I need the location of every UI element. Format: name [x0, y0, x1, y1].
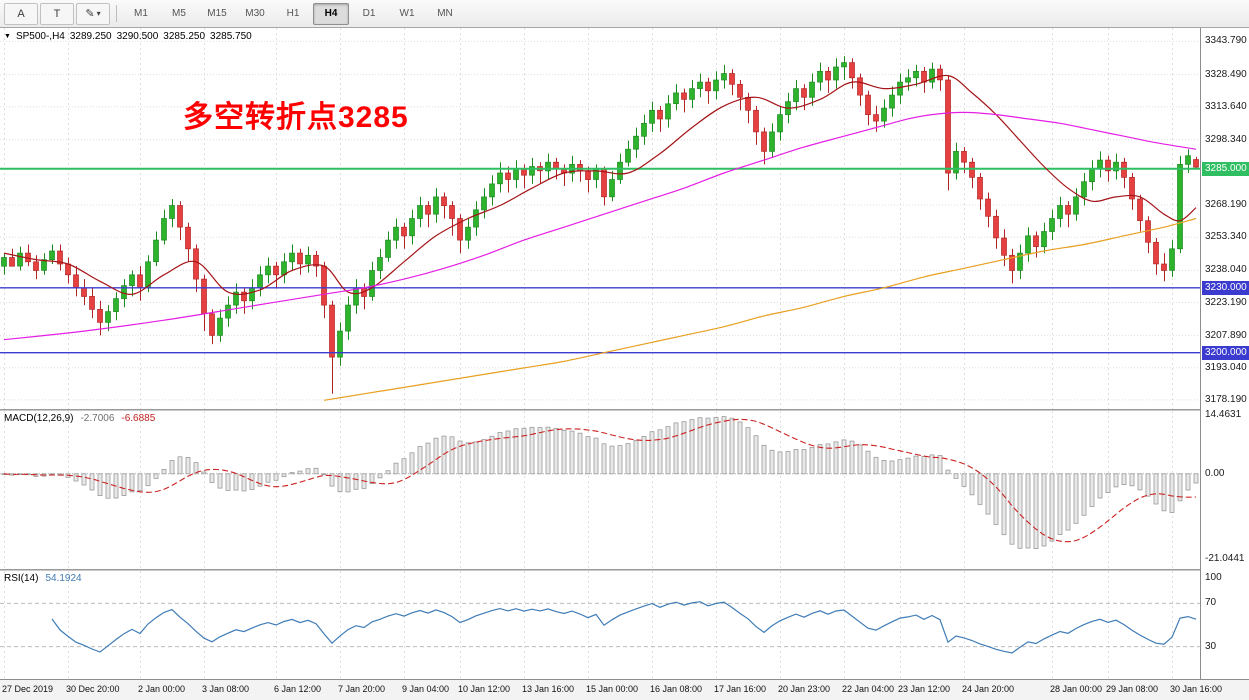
symbol-name: SP500-,H4 [15, 31, 65, 42]
label-tool-button[interactable]: T [40, 2, 74, 25]
time-axis-label: 17 Jan 16:00 [714, 684, 767, 694]
rsi-axis-label: 30 [1205, 640, 1217, 652]
time-axis-label: 6 Jan 12:00 [274, 684, 322, 694]
time-axis-label: 30 Dec 20:00 [66, 684, 120, 694]
toolbar-separator [116, 5, 117, 22]
time-axis-label: 27 Dec 2019 [2, 684, 54, 694]
macd-main-value: -2.7006 [80, 413, 115, 424]
price-tick-label: 3207.890 [1205, 329, 1247, 341]
time-axis-label: 16 Jan 08:00 [650, 684, 703, 694]
macd-axis-label: 0.00 [1205, 467, 1225, 479]
price-line-badge: 3200.000 [1202, 345, 1249, 360]
macd-title: MACD(12,26,9) [4, 413, 74, 424]
time-axis-label: 7 Jan 20:00 [338, 684, 386, 694]
macd-header: MACD(12,26,9) -2.7006 -6.6885 [4, 413, 155, 424]
price-tick-label: 3223.190 [1205, 296, 1247, 308]
price-tick-label: 3178.190 [1205, 393, 1247, 405]
macd-axis-label: 14.4631 [1205, 409, 1242, 421]
pencil-icon: ✎ [85, 8, 95, 20]
symbol-quote-line: ▼ SP500-,H4 3289.250 3290.500 3285.250 3… [4, 31, 252, 42]
time-axis-label: 22 Jan 04:00 [842, 684, 895, 694]
time-axis-label: 24 Jan 20:00 [962, 684, 1015, 694]
chevron-down-icon: ▾ [96, 9, 101, 18]
macd-signal-value: -6.6885 [121, 413, 156, 424]
time-axis-label: 2 Jan 00:00 [138, 684, 186, 694]
time-axis-label: 9 Jan 04:00 [402, 684, 450, 694]
timeframe-button-m30[interactable]: M30 [245, 8, 265, 19]
rsi-panel: RSI(14) 54.1924 [0, 571, 1200, 679]
symbol-dropdown-icon[interactable]: ▼ [4, 33, 11, 40]
time-axis-label: 20 Jan 23:00 [778, 684, 831, 694]
timeframe-button-m15[interactable]: M15 [207, 8, 227, 19]
timeframe-button-d1[interactable]: D1 [362, 8, 376, 19]
rsi-title: RSI(14) [4, 573, 39, 584]
quote-high: 3290.500 [116, 31, 159, 42]
rsi-axis-label: 70 [1205, 597, 1217, 609]
macd-panel: MACD(12,26,9) -2.7006 -6.6885 [0, 411, 1200, 569]
price-tick-label: 3343.790 [1205, 35, 1247, 47]
time-axis-label: 3 Jan 08:00 [202, 684, 250, 694]
panel-divider[interactable] [0, 569, 1249, 571]
price-tick-label: 3313.640 [1205, 100, 1247, 112]
timeframe-button-mn[interactable]: MN [437, 8, 453, 19]
quote-open: 3289.250 [69, 31, 112, 42]
macd-axis-label: -21.0441 [1205, 553, 1245, 565]
rsi-plot[interactable] [0, 571, 1200, 679]
draw-tools-dropdown[interactable]: ✎ ▾ [76, 2, 110, 25]
timeframe-button-m5[interactable]: M5 [172, 8, 186, 19]
timeframe-button-h4[interactable]: H4 [313, 2, 349, 25]
candlestick-plot[interactable] [0, 28, 1200, 409]
text-tool-button[interactable]: A [4, 2, 38, 25]
timeframe-button-h1[interactable]: H1 [286, 8, 300, 19]
rsi-axis-label: 100 [1205, 572, 1222, 583]
time-axis-label: 23 Jan 12:00 [898, 684, 951, 694]
price-tick-label: 3268.190 [1205, 199, 1247, 211]
time-axis-label: 10 Jan 12:00 [458, 684, 511, 694]
time-axis-label: 15 Jan 00:00 [586, 684, 639, 694]
main-chart-panel: ▼ SP500-,H4 3289.250 3290.500 3285.250 3… [0, 28, 1200, 409]
rsi-header: RSI(14) 54.1924 [4, 573, 82, 584]
price-tick-label: 3238.040 [1205, 264, 1247, 276]
quote-close: 3285.750 [210, 31, 252, 42]
macd-plot[interactable] [0, 411, 1200, 569]
price-axis[interactable]: 3343.790 3328.490 3313.640 3298.340 3268.190… [1200, 28, 1249, 679]
time-axis-label: 13 Jan 16:00 [522, 684, 575, 694]
rsi-value: 54.1924 [45, 573, 82, 584]
time-axis-label: 28 Jan 00:00 [1050, 684, 1103, 694]
price-tick-label: 3193.040 [1205, 361, 1247, 373]
time-axis-label: 30 Jan 16:00 [1170, 684, 1223, 694]
time-axis-label: 29 Jan 08:00 [1106, 684, 1159, 694]
price-line-badge: 3230.000 [1202, 280, 1249, 295]
price-line-badge: 3285.000 [1202, 161, 1249, 176]
price-tick-label: 3298.340 [1205, 133, 1247, 145]
timeframe-button-m1[interactable]: M1 [134, 8, 148, 19]
panel-divider[interactable] [0, 409, 1249, 411]
quote-low: 3285.250 [163, 31, 206, 42]
time-axis[interactable]: 27 Dec 2019 30 Dec 20:00 2 Jan 00:00 3 Jan … [0, 679, 1249, 700]
timeframe-group: M1 M5 M15 M30 H1 H4 D1 W1 MN [123, 2, 465, 25]
chart-text-annotation[interactable]: 多空转折点3285 [183, 101, 409, 134]
price-tick-label: 3253.340 [1205, 231, 1247, 243]
timeframe-button-w1[interactable]: W1 [399, 8, 415, 19]
price-tick-label: 3328.490 [1205, 68, 1247, 80]
